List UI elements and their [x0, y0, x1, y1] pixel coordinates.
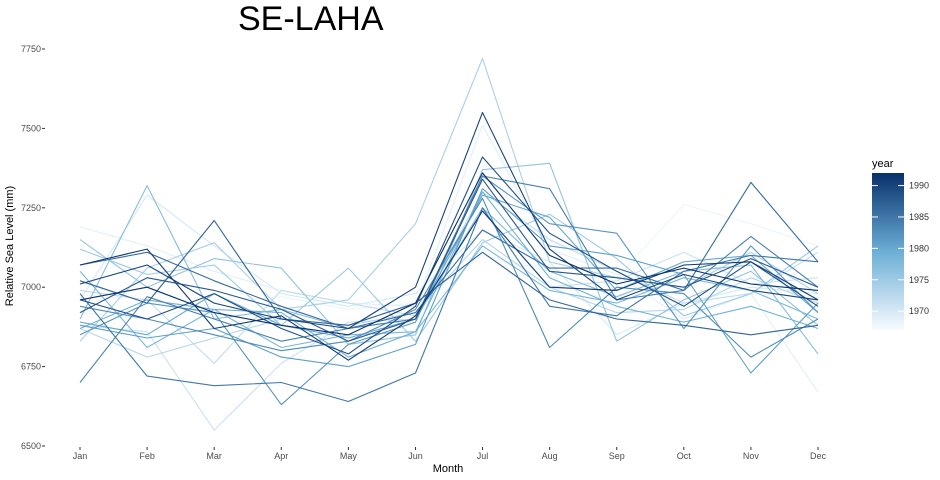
y-tick-label: 7500 [21, 123, 41, 133]
x-tick-label: Apr [274, 451, 288, 461]
series-line-1988 [79, 178, 819, 342]
legend-tick-label: 1975 [909, 275, 929, 285]
x-tick-label: Oct [677, 451, 692, 461]
legend-ticks: 1970 1975 1980 1985 1990 [872, 181, 929, 316]
series-line-1980 [79, 194, 819, 339]
series-line-1975 [79, 213, 819, 342]
series-line-1985 [79, 207, 819, 403]
y-tick-label: 7750 [21, 44, 41, 54]
series-line-1992 [79, 172, 819, 336]
y-axis: 6500 6750 7000 7250 7500 7750 [21, 44, 45, 451]
series-line-1971 [79, 210, 819, 431]
legend-tick-label: 1990 [909, 181, 929, 191]
series-line-1976 [79, 162, 819, 345]
year-legend: year 1970 1975 1980 1985 1990 [872, 158, 929, 330]
x-axis-title: Month [433, 463, 464, 475]
x-tick-label: Feb [139, 451, 155, 461]
series-line-1991 [79, 210, 819, 361]
series-line-1987 [79, 219, 819, 336]
x-tick-label: Nov [743, 451, 760, 461]
x-tick-label: Mar [206, 451, 222, 461]
chart-title: SE-LAHA [238, 0, 384, 38]
series-line-1983 [79, 197, 819, 358]
series-line-1990 [79, 111, 819, 330]
y-axis-title: Relative Sea Level (mm) [4, 186, 16, 306]
y-tick-label: 7250 [21, 203, 41, 213]
y-tick-label: 6750 [21, 362, 41, 372]
series-line-1968 [79, 204, 819, 320]
y-tick-label: 6500 [21, 441, 41, 451]
x-axis: Jan Feb Mar Apr May Jun Jul Aug Sep Oct Nov Dec [73, 447, 827, 461]
x-tick-label: Jun [408, 451, 423, 461]
legend-tick-label: 1980 [909, 243, 929, 253]
series-layer [79, 57, 819, 431]
x-tick-label: Sep [609, 451, 625, 461]
series-line-1981 [79, 188, 819, 374]
series-line-1986 [79, 181, 819, 330]
x-tick-label: Dec [810, 451, 827, 461]
legend-title: year [872, 158, 894, 170]
legend-colorbar [872, 173, 904, 330]
x-tick-label: Jul [477, 451, 489, 461]
series-line-1969 [79, 124, 819, 393]
x-tick-label: Aug [542, 451, 558, 461]
series-line-1989 [79, 156, 819, 355]
legend-tick-label: 1970 [909, 306, 929, 316]
x-tick-label: May [340, 451, 358, 461]
legend-tick-label: 1985 [909, 212, 929, 222]
y-tick-label: 7000 [21, 282, 41, 292]
x-tick-label: Jan [73, 451, 88, 461]
